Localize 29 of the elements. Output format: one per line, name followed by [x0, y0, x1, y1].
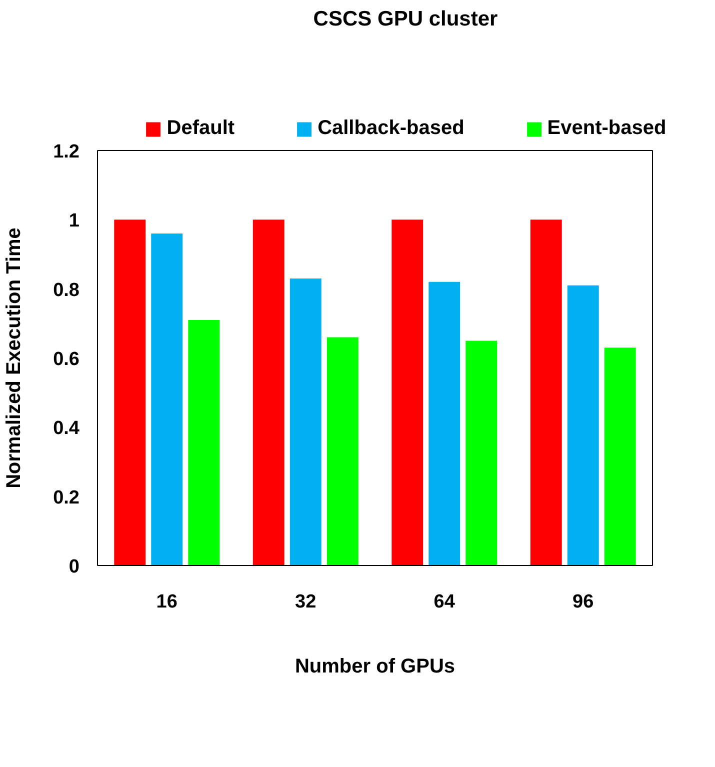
y-tick-label: 0.4 [53, 418, 80, 440]
y-tick-label: 0 [68, 556, 80, 578]
bar [604, 348, 636, 566]
bar [428, 282, 460, 566]
x-axis-title: Number of GPUs [294, 656, 456, 678]
x-tick-label: 96 [572, 592, 594, 612]
y-tick-label: 1 [68, 210, 80, 232]
bar [326, 337, 358, 566]
bar [151, 234, 183, 566]
y-tick-label: 0.8 [53, 280, 80, 301]
bar [114, 220, 146, 566]
x-tick-label: 32 [295, 592, 316, 612]
legend-label: Callback-based [318, 117, 464, 140]
bar [530, 220, 562, 566]
y-tick-label: 0.6 [53, 349, 80, 370]
bar [252, 220, 284, 566]
chart-title: CSCS GPU cluster [313, 8, 498, 30]
bar [290, 278, 322, 566]
x-tick-label: 64 [434, 592, 456, 612]
bar [567, 285, 599, 566]
bar [188, 320, 220, 566]
y-axis-title: Normalized Execution Time [3, 228, 26, 488]
bar [466, 340, 498, 566]
y-tick-label: 1.2 [53, 142, 80, 162]
legend-label: Default [166, 117, 235, 140]
bar [392, 220, 424, 566]
y-tick-label: 0.2 [53, 487, 80, 508]
x-tick-label: 16 [156, 592, 178, 612]
legend-label: Event-based [547, 117, 666, 140]
